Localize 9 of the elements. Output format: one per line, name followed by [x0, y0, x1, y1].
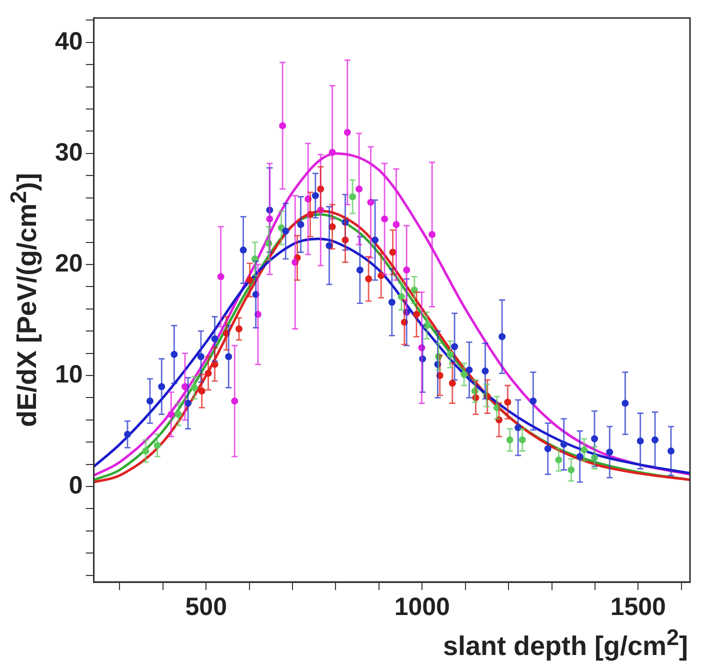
- x-axis-title: slant depth [g/cm$^{2}$]: [442, 625, 688, 662]
- y-tick-label: 40: [54, 27, 83, 56]
- x-tick-label: 1500: [610, 592, 666, 621]
- y-tick-label: 20: [54, 249, 83, 278]
- y-tick-label: 0: [68, 471, 83, 500]
- x-tick-label: 500: [185, 592, 227, 621]
- x-tick-label: 1000: [394, 592, 450, 621]
- y-tick-label: 10: [54, 360, 83, 388]
- y-tick-label: 30: [54, 138, 83, 166]
